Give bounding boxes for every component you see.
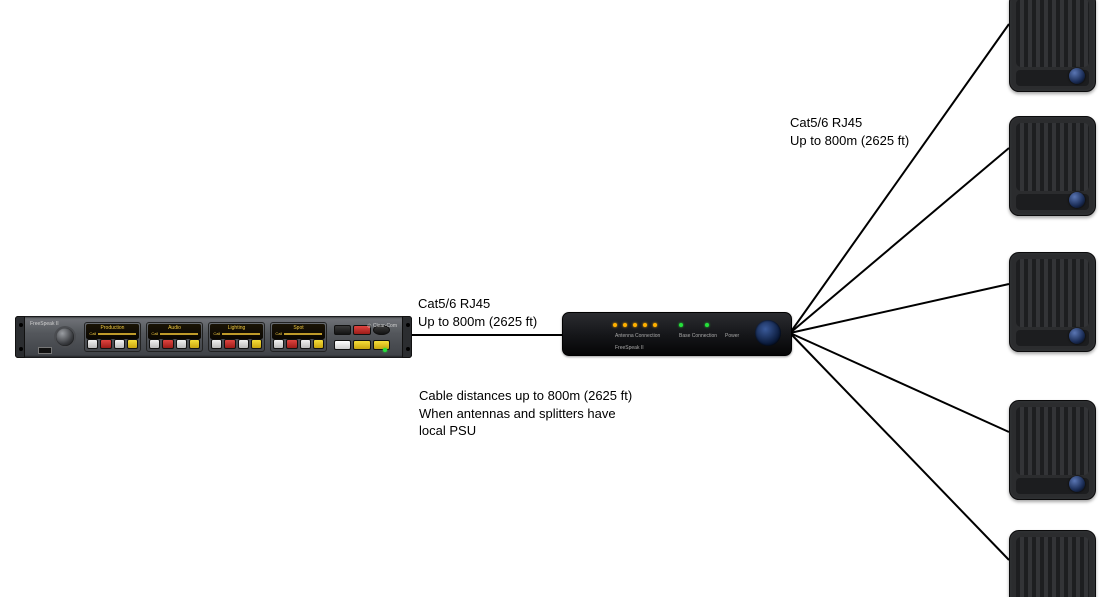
channel-3-screen: Lighting Call (210, 324, 263, 339)
antenna-1 (1009, 0, 1096, 92)
antenna-2 (1009, 116, 1096, 216)
connection-lines (0, 0, 1110, 597)
splitter: Antenna Connection Base Connection Power… (562, 312, 792, 356)
channel-2: Audio Call (146, 322, 203, 352)
channel-2-screen: Audio Call (148, 324, 201, 339)
label-top-right: Cat5/6 RJ45 Up to 800m (2625 ft) (790, 114, 909, 149)
status-led-icon (383, 348, 387, 352)
splitter-base-label: Base Connection (679, 333, 717, 339)
splitter-model-label: FreeSpeak II (615, 345, 644, 351)
antenna-5 (1009, 530, 1096, 597)
splitter-led-row (613, 323, 709, 327)
channel-3: Lighting Call (208, 322, 265, 352)
antenna-3 (1009, 252, 1096, 352)
usb-port-icon (38, 347, 52, 354)
label-note: Cable distances up to 800m (2625 ft) Whe… (419, 387, 632, 440)
brand-label: ◎ Clear-Com (367, 323, 397, 329)
splitter-ant-label: Antenna Connection (615, 333, 660, 339)
channel-4-screen: Spot Call (272, 324, 325, 339)
channel-1-screen: Production Call (86, 324, 139, 339)
antenna-logo-icon (1069, 68, 1085, 84)
channel-4: Spot Call (270, 322, 327, 352)
brand-logo-icon (755, 320, 781, 346)
antenna-logo-icon (1069, 192, 1085, 208)
antenna-logo-icon (1069, 328, 1085, 344)
rack-ear-left (15, 316, 25, 358)
rack-model-label: FreeSpeak II (30, 321, 59, 327)
antenna-4 (1009, 400, 1096, 500)
label-left-link: Cat5/6 RJ45 Up to 800m (2625 ft) (418, 295, 537, 330)
splitter-power-label: Power (725, 333, 739, 339)
base-station: FreeSpeak II Production Call Audio Call … (15, 316, 412, 358)
channel-1-buttons (87, 339, 138, 349)
rack-ear-right (402, 316, 412, 358)
channel-1: Production Call (84, 322, 141, 352)
channel-1-label: Production (101, 325, 125, 331)
channel-4-label: Spot (293, 325, 303, 331)
headset-xlr-icon (56, 328, 74, 346)
channel-3-label: Lighting (228, 325, 246, 331)
antenna-logo-icon (1069, 476, 1085, 492)
channel-2-label: Audio (168, 325, 181, 331)
